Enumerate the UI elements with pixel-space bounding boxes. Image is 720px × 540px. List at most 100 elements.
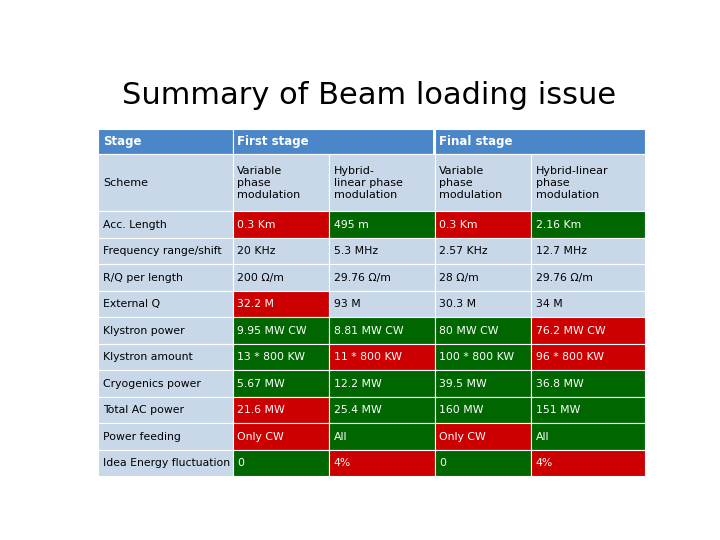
Bar (435, 397, 531, 423)
Text: 4%: 4% (334, 458, 351, 468)
Bar (99, 129, 233, 154)
Text: 76.2 MW CW: 76.2 MW CW (536, 326, 606, 336)
Bar (233, 397, 329, 423)
Text: 4%: 4% (536, 458, 553, 468)
Text: 29.76 Ω/m: 29.76 Ω/m (334, 273, 391, 282)
Bar (99, 450, 233, 476)
Bar (233, 291, 329, 318)
Text: 32.2 M: 32.2 M (238, 299, 274, 309)
Text: R/Q per length: R/Q per length (103, 273, 183, 282)
Bar (329, 291, 435, 318)
Bar (531, 423, 645, 450)
Bar (233, 129, 435, 154)
Bar (99, 291, 233, 318)
Bar (99, 318, 233, 344)
Text: 5.3 MHz: 5.3 MHz (334, 246, 378, 256)
Text: 151 MW: 151 MW (536, 405, 580, 415)
Text: Acc. Length: Acc. Length (103, 220, 166, 229)
Text: Final stage: Final stage (439, 136, 513, 148)
Text: 0.3 Km: 0.3 Km (439, 220, 477, 229)
Text: Hybrid-
linear phase
modulation: Hybrid- linear phase modulation (334, 165, 402, 200)
Bar (531, 318, 645, 344)
Text: Hybrid-linear
phase
modulation: Hybrid-linear phase modulation (536, 165, 608, 200)
Text: 100 * 800 KW: 100 * 800 KW (439, 352, 514, 362)
Text: Only CW: Only CW (238, 431, 284, 442)
Bar (329, 397, 435, 423)
Text: 20 KHz: 20 KHz (238, 246, 276, 256)
Text: Frequency range/shift: Frequency range/shift (103, 246, 222, 256)
Bar (233, 211, 329, 238)
Bar (99, 344, 233, 370)
Bar (329, 238, 435, 265)
Bar (435, 238, 531, 265)
Text: 9.95 MW CW: 9.95 MW CW (238, 326, 307, 336)
Bar (435, 265, 531, 291)
Bar (329, 265, 435, 291)
Text: First stage: First stage (238, 136, 309, 148)
Bar (99, 211, 233, 238)
Bar (531, 154, 645, 211)
Bar (531, 211, 645, 238)
Text: Variable
phase
modulation: Variable phase modulation (439, 165, 503, 200)
Text: 93 M: 93 M (334, 299, 361, 309)
Text: 34 M: 34 M (536, 299, 562, 309)
Bar (329, 344, 435, 370)
Bar (99, 238, 233, 265)
Bar (99, 154, 233, 211)
Text: 36.8 MW: 36.8 MW (536, 379, 583, 389)
Bar (435, 450, 531, 476)
Text: 8.81 MW CW: 8.81 MW CW (334, 326, 403, 336)
Bar (435, 423, 531, 450)
Text: 0.3 Km: 0.3 Km (238, 220, 276, 229)
Bar (435, 370, 531, 397)
Text: Idea Energy fluctuation: Idea Energy fluctuation (103, 458, 230, 468)
Text: 13 * 800 KW: 13 * 800 KW (238, 352, 305, 362)
Bar (531, 291, 645, 318)
Bar (99, 397, 233, 423)
Bar (329, 211, 435, 238)
Text: Klystron power: Klystron power (103, 326, 184, 336)
Bar (435, 344, 531, 370)
Text: 28 Ω/m: 28 Ω/m (439, 273, 479, 282)
Text: Total AC power: Total AC power (103, 405, 184, 415)
Bar (233, 423, 329, 450)
Text: 21.6 MW: 21.6 MW (238, 405, 285, 415)
Text: 200 Ω/m: 200 Ω/m (238, 273, 284, 282)
Bar (233, 318, 329, 344)
Text: 39.5 MW: 39.5 MW (439, 379, 487, 389)
Bar (99, 370, 233, 397)
Bar (329, 423, 435, 450)
Text: 0: 0 (238, 458, 244, 468)
Bar (329, 450, 435, 476)
Bar (435, 129, 645, 154)
Bar (233, 265, 329, 291)
Text: Only CW: Only CW (439, 431, 486, 442)
Text: 12.2 MW: 12.2 MW (334, 379, 382, 389)
Text: 11 * 800 KW: 11 * 800 KW (334, 352, 402, 362)
Bar (435, 291, 531, 318)
Bar (233, 154, 329, 211)
Bar (531, 265, 645, 291)
Text: Scheme: Scheme (103, 178, 148, 188)
Text: All: All (536, 431, 549, 442)
Text: External Q: External Q (103, 299, 160, 309)
Text: 12.7 MHz: 12.7 MHz (536, 246, 587, 256)
Bar (99, 423, 233, 450)
Text: 30.3 M: 30.3 M (439, 299, 476, 309)
Text: Cryogenics power: Cryogenics power (103, 379, 201, 389)
Bar (531, 238, 645, 265)
Bar (233, 344, 329, 370)
Text: Summary of Beam loading issue: Summary of Beam loading issue (122, 82, 616, 111)
Bar (329, 154, 435, 211)
Bar (531, 450, 645, 476)
Bar (531, 397, 645, 423)
Bar (329, 318, 435, 344)
Bar (233, 238, 329, 265)
Bar (531, 370, 645, 397)
Bar (99, 265, 233, 291)
Bar (433, 129, 436, 154)
Text: 0: 0 (439, 458, 446, 468)
Text: 80 MW CW: 80 MW CW (439, 326, 499, 336)
Text: Klystron amount: Klystron amount (103, 352, 192, 362)
Text: 96 * 800 KW: 96 * 800 KW (536, 352, 603, 362)
